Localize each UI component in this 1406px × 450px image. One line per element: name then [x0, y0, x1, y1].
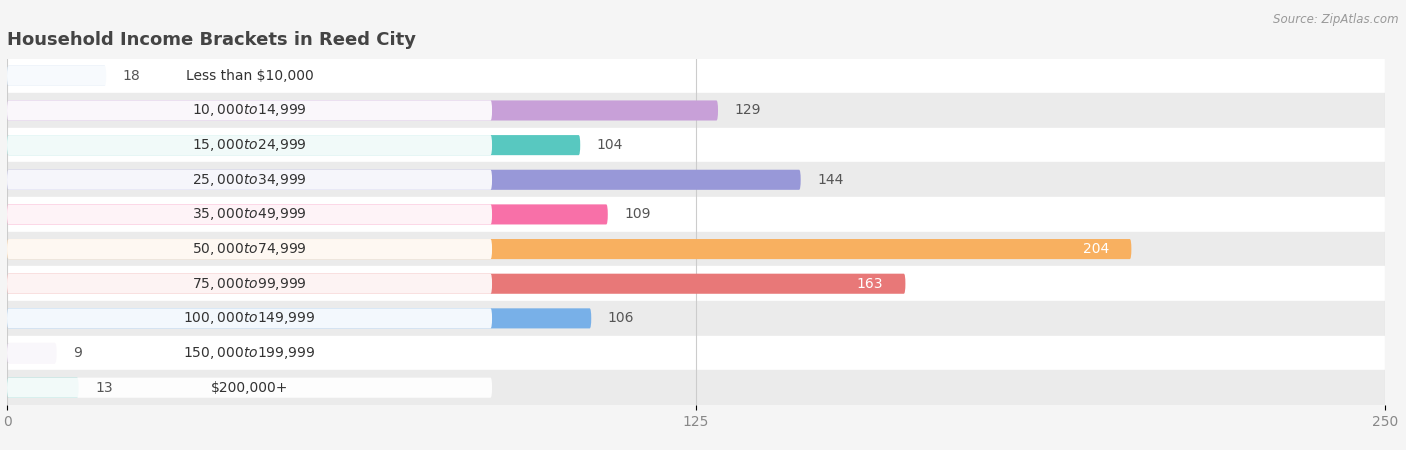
FancyBboxPatch shape [7, 274, 492, 294]
FancyBboxPatch shape [7, 170, 492, 190]
FancyBboxPatch shape [7, 274, 905, 294]
Text: $75,000 to $99,999: $75,000 to $99,999 [193, 276, 307, 292]
Text: 144: 144 [817, 173, 844, 187]
Bar [7, 58, 1385, 93]
FancyBboxPatch shape [7, 343, 492, 363]
Text: $150,000 to $199,999: $150,000 to $199,999 [183, 345, 316, 361]
FancyBboxPatch shape [7, 239, 492, 259]
Text: 129: 129 [734, 104, 761, 117]
Text: 18: 18 [122, 69, 141, 83]
Text: 13: 13 [96, 381, 112, 395]
FancyBboxPatch shape [7, 204, 492, 225]
Text: $100,000 to $149,999: $100,000 to $149,999 [183, 310, 316, 326]
FancyBboxPatch shape [7, 204, 607, 225]
Text: $50,000 to $74,999: $50,000 to $74,999 [193, 241, 307, 257]
Text: $35,000 to $49,999: $35,000 to $49,999 [193, 207, 307, 222]
FancyBboxPatch shape [7, 100, 492, 121]
Text: 104: 104 [596, 138, 623, 152]
Text: Source: ZipAtlas.com: Source: ZipAtlas.com [1274, 14, 1399, 27]
FancyBboxPatch shape [7, 378, 79, 398]
FancyBboxPatch shape [7, 135, 581, 155]
Text: 163: 163 [856, 277, 883, 291]
Text: $25,000 to $34,999: $25,000 to $34,999 [193, 172, 307, 188]
Text: $15,000 to $24,999: $15,000 to $24,999 [193, 137, 307, 153]
Text: 106: 106 [607, 311, 634, 325]
FancyBboxPatch shape [7, 66, 492, 86]
Bar [7, 197, 1385, 232]
FancyBboxPatch shape [7, 170, 800, 190]
Text: Less than $10,000: Less than $10,000 [186, 69, 314, 83]
FancyBboxPatch shape [7, 239, 1132, 259]
FancyBboxPatch shape [7, 66, 107, 86]
FancyBboxPatch shape [7, 100, 718, 121]
Text: 204: 204 [1083, 242, 1109, 256]
FancyBboxPatch shape [7, 343, 56, 363]
FancyBboxPatch shape [7, 135, 492, 155]
FancyBboxPatch shape [7, 308, 492, 328]
Bar [7, 336, 1385, 370]
Bar [7, 301, 1385, 336]
Text: 109: 109 [624, 207, 651, 221]
Bar [7, 232, 1385, 266]
FancyBboxPatch shape [7, 378, 492, 398]
FancyBboxPatch shape [7, 308, 592, 328]
Bar [7, 266, 1385, 301]
Text: 9: 9 [73, 346, 82, 360]
Bar [7, 93, 1385, 128]
Text: $10,000 to $14,999: $10,000 to $14,999 [193, 103, 307, 118]
Text: Household Income Brackets in Reed City: Household Income Brackets in Reed City [7, 31, 416, 49]
Bar [7, 162, 1385, 197]
Text: $200,000+: $200,000+ [211, 381, 288, 395]
Bar [7, 128, 1385, 162]
Bar [7, 370, 1385, 405]
